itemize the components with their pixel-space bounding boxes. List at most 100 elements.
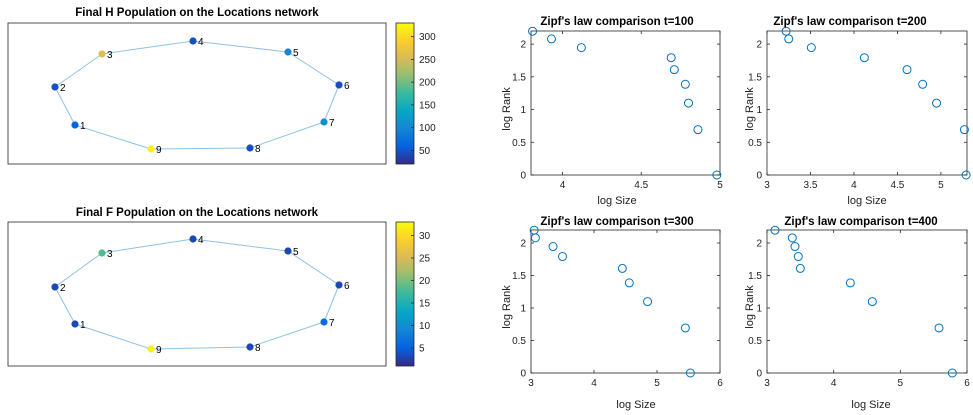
y-tick-label: 2 <box>520 239 526 250</box>
x-tick-label: 3 <box>528 378 534 389</box>
data-point <box>558 252 567 262</box>
y-axis-label: log Rank <box>744 87 756 131</box>
network-edge <box>323 84 340 123</box>
y-tick-label: 0 <box>520 171 526 182</box>
y-tick-label: 1.5 <box>748 271 762 282</box>
x-tick-label: 4.5 <box>634 180 648 191</box>
network-edge <box>249 121 325 149</box>
plot-axes <box>766 30 968 176</box>
y-tick-label: 0 <box>756 369 762 380</box>
data-point <box>685 368 695 378</box>
node-label: 4 <box>198 37 204 48</box>
x-tick-label: 5 <box>938 180 944 191</box>
colorbar-tick-label: 10 <box>419 321 431 332</box>
network-edge <box>74 323 152 350</box>
colorbar-tick-label: 30 <box>419 231 431 242</box>
network-edge <box>150 346 251 350</box>
data-point <box>624 278 634 288</box>
data-point <box>666 53 676 63</box>
data-point <box>530 233 540 243</box>
data-point <box>859 53 869 63</box>
network-edge <box>54 252 103 288</box>
node-label: 1 <box>80 121 86 132</box>
plot-axes <box>530 30 721 176</box>
network-edge <box>54 286 76 325</box>
network-node <box>246 343 254 351</box>
network-edge <box>101 238 194 254</box>
network-title: Final F Population on the Locations netw… <box>76 207 319 219</box>
data-point <box>961 170 971 180</box>
colorbar-tick-label: 300 <box>419 32 436 43</box>
data-point <box>934 323 944 333</box>
node-label: 6 <box>344 81 350 92</box>
plot-axes <box>530 229 721 374</box>
network-node <box>189 235 197 243</box>
data-point <box>918 79 928 89</box>
data-point <box>712 170 722 180</box>
y-tick-label: 0.5 <box>512 138 526 149</box>
network-edge <box>74 124 152 150</box>
network-panel-h: Final H Population on the Locations netw… <box>7 7 436 165</box>
data-point <box>784 34 794 44</box>
node-label: 5 <box>293 247 299 258</box>
network-edge <box>192 40 289 53</box>
network-edge <box>323 284 340 323</box>
y-tick-label: 1 <box>756 304 762 315</box>
data-point <box>790 242 800 252</box>
x-axis-label: log Size <box>597 195 636 207</box>
network-edge <box>150 147 251 150</box>
colorbar-tick-label: 20 <box>419 276 431 287</box>
data-point <box>680 323 690 333</box>
x-tick-label: 4 <box>831 378 837 389</box>
data-point <box>770 225 780 235</box>
data-point <box>528 26 538 36</box>
data-point <box>693 125 703 135</box>
data-point <box>617 263 627 273</box>
data-point <box>806 43 816 53</box>
x-axis-label: log Size <box>847 195 886 207</box>
network-node <box>189 37 197 45</box>
node-label: 4 <box>198 235 204 246</box>
network-edge <box>287 51 340 86</box>
zipf-plot-t400: log Size log Rank 3 4 5 6 0 0.5 1 1.5 2 Zipf's la… <box>744 216 970 411</box>
network-title: Final H Population on the Locations netw… <box>75 7 319 19</box>
data-point <box>795 263 805 273</box>
plot-axes <box>766 229 968 374</box>
y-tick-label: 2 <box>756 40 762 51</box>
x-tick-label: 4.5 <box>890 180 904 191</box>
data-point <box>932 98 942 108</box>
colorbar-tick-label: 50 <box>419 146 431 157</box>
network-frame <box>7 22 387 165</box>
data-point <box>576 43 586 53</box>
colorbar-tick-label: 15 <box>419 299 431 310</box>
y-axis-label: log Rank <box>744 285 756 329</box>
x-tick-label: 4 <box>560 180 566 191</box>
network-node <box>335 81 343 89</box>
node-label: 6 <box>344 281 350 292</box>
x-tick-label: 3.5 <box>804 180 818 191</box>
y-tick-label: 1.5 <box>512 271 526 282</box>
node-label: 1 <box>80 320 86 331</box>
node-label: 9 <box>156 345 162 356</box>
data-point <box>793 252 803 262</box>
y-axis-label: log Rank <box>501 87 513 131</box>
x-tick-label: 5 <box>898 378 904 389</box>
plot-title: Zipf's law comparison t=400 <box>784 216 937 228</box>
network-node <box>284 247 292 255</box>
x-tick-label: 6 <box>964 378 970 389</box>
network-frame <box>7 221 387 367</box>
colorbar-tick-label: 150 <box>419 100 436 111</box>
network-node <box>246 144 254 152</box>
network-node <box>71 320 79 328</box>
x-tick-label: 3 <box>764 378 770 389</box>
x-axis-label: log Size <box>616 399 655 411</box>
y-tick-label: 2 <box>520 40 526 51</box>
data-point <box>845 278 855 288</box>
data-point <box>680 79 690 89</box>
y-tick-label: 1 <box>520 304 526 315</box>
node-label: 2 <box>60 283 66 294</box>
x-tick-label: 5 <box>654 378 660 389</box>
colorbar-tick-label: 100 <box>419 123 436 134</box>
plot-title: Zipf's law comparison t=200 <box>773 16 926 28</box>
